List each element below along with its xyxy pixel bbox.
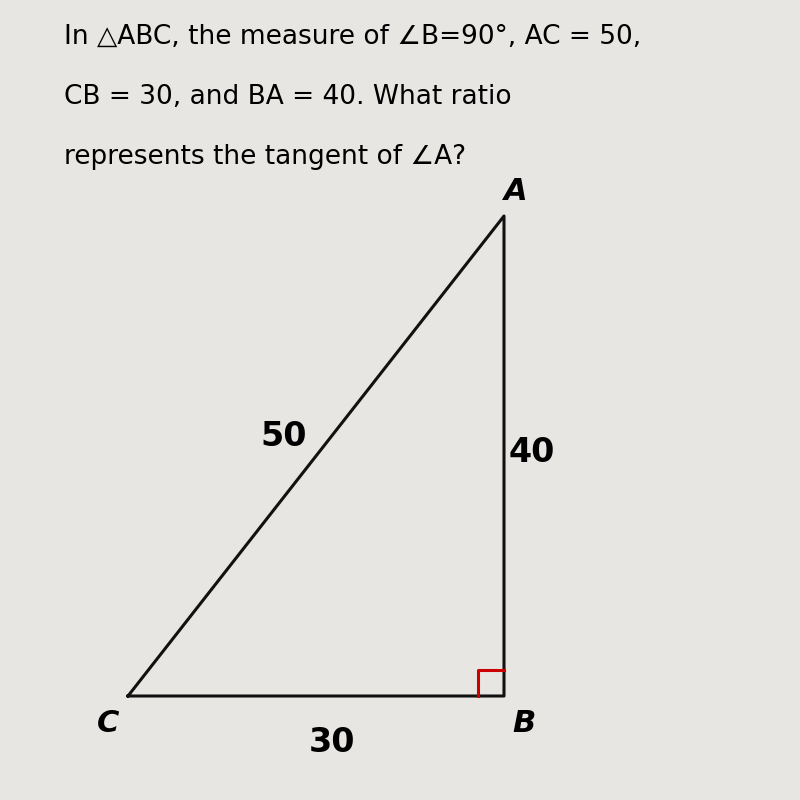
Text: In △ABC, the measure of ∠B=90°, AC = 50,: In △ABC, the measure of ∠B=90°, AC = 50, xyxy=(64,24,642,50)
Text: B: B xyxy=(512,710,536,738)
Text: CB = 30, and BA = 40. What ratio: CB = 30, and BA = 40. What ratio xyxy=(64,84,512,110)
Text: represents the tangent of ∠A?: represents the tangent of ∠A? xyxy=(64,144,466,170)
Text: 50: 50 xyxy=(261,419,307,453)
Text: 40: 40 xyxy=(509,435,555,469)
Text: 30: 30 xyxy=(309,726,355,759)
Text: A: A xyxy=(504,178,528,206)
Text: C: C xyxy=(97,710,119,738)
